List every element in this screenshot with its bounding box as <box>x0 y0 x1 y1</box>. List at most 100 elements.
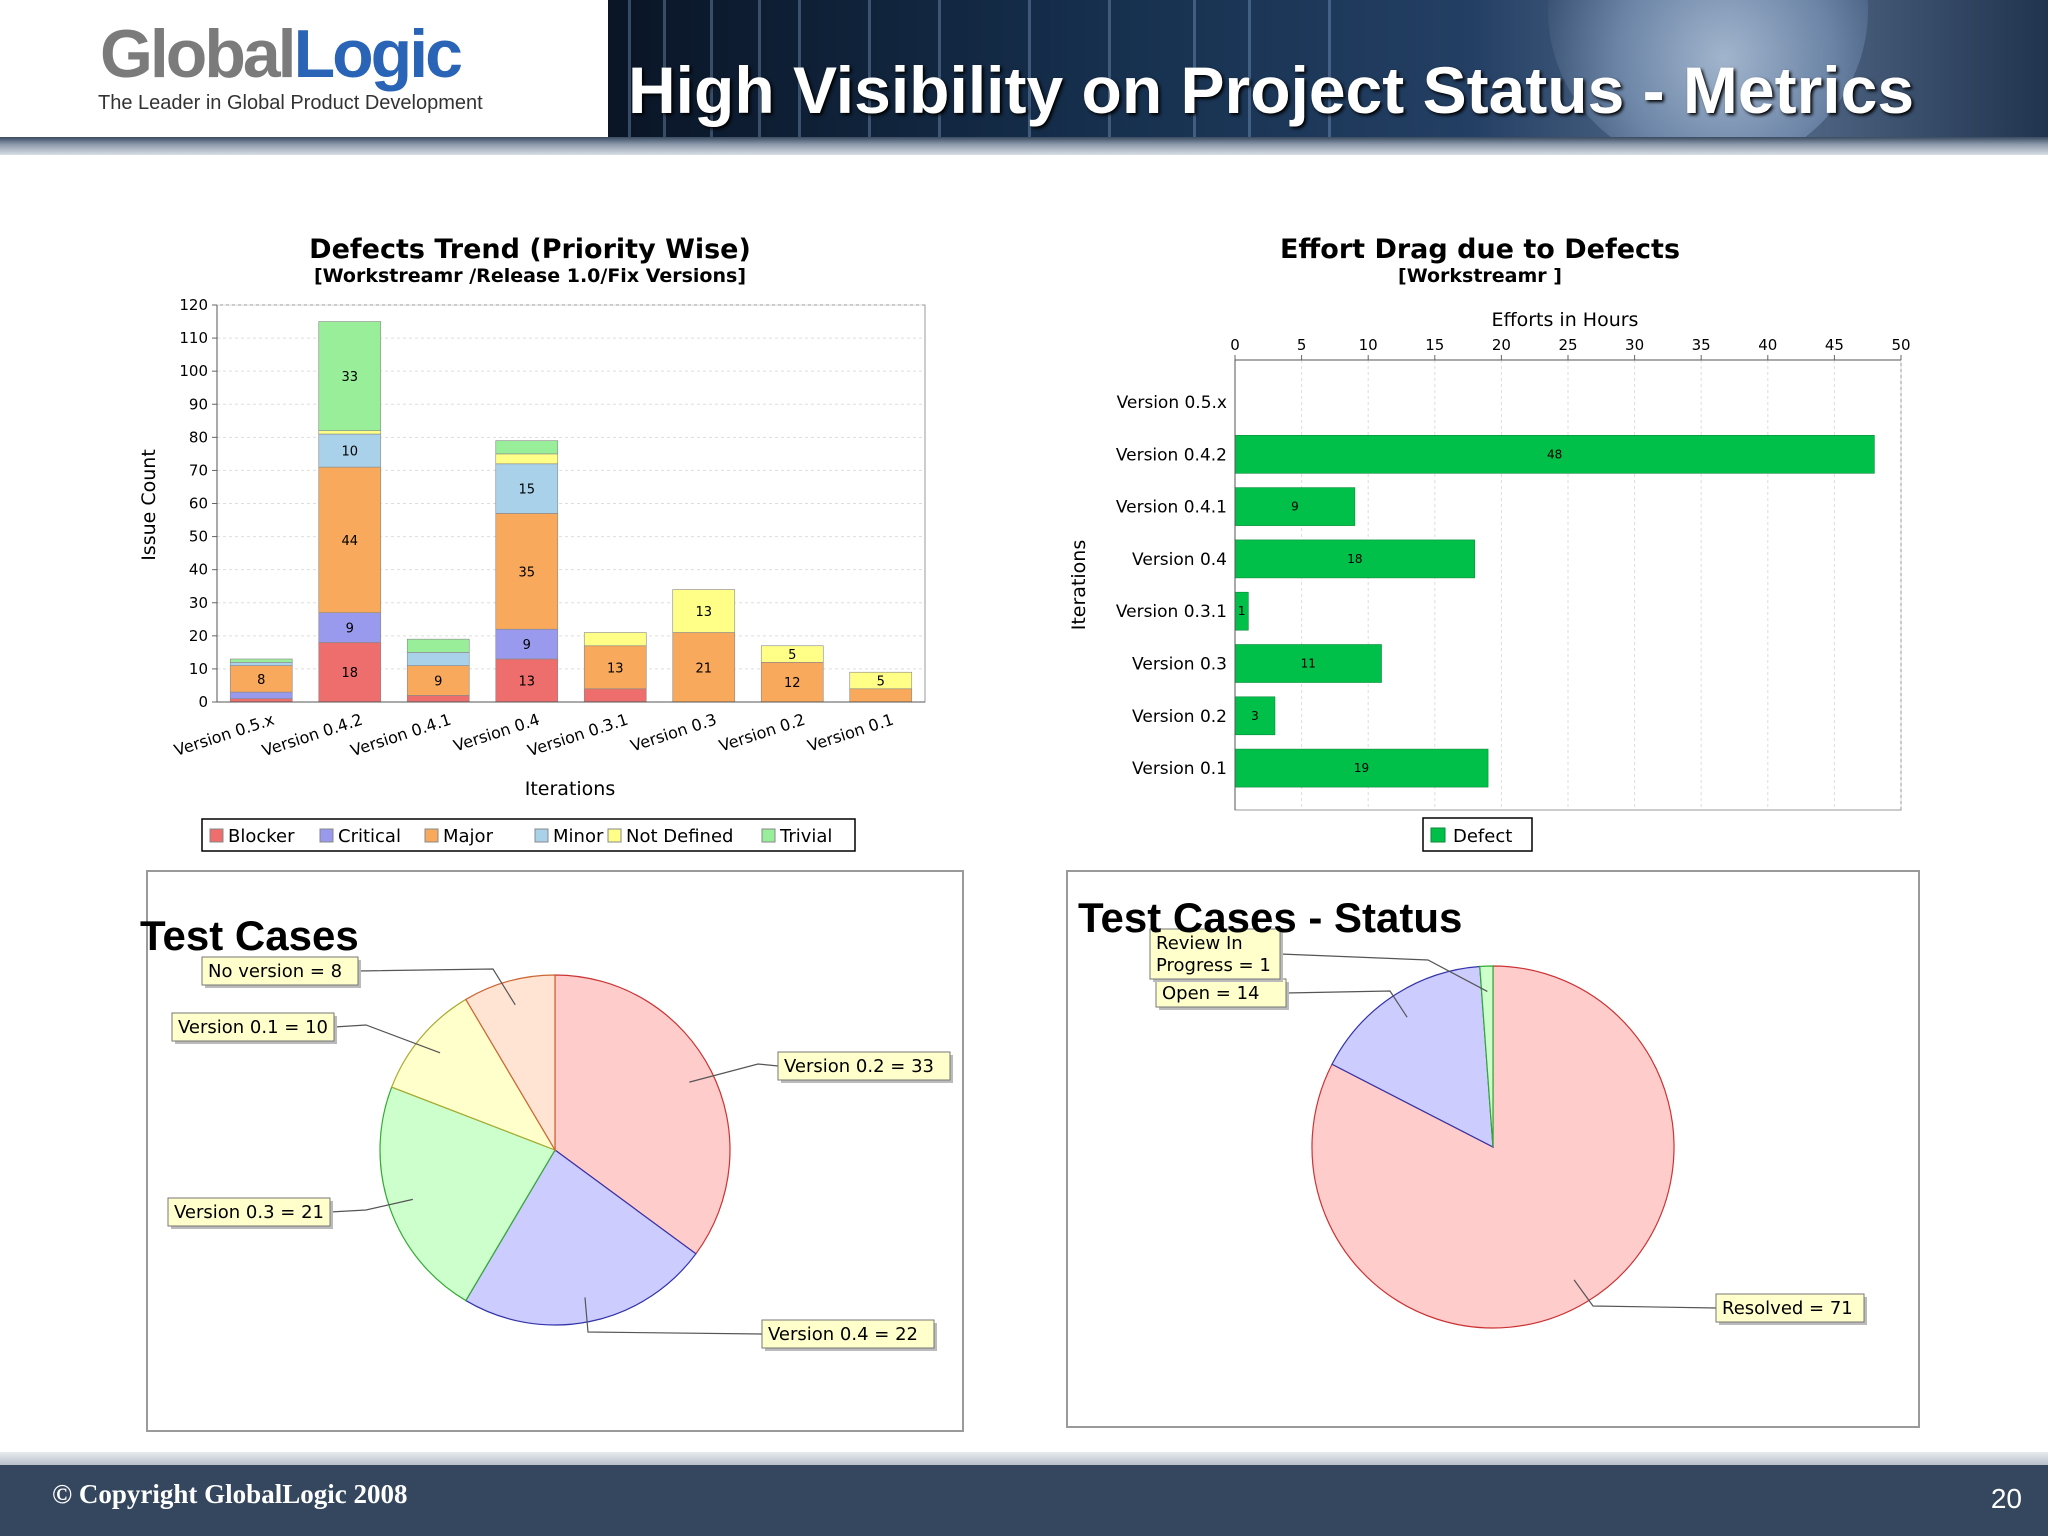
chart-title: Defects Trend (Priority Wise) <box>309 234 751 265</box>
y-tick-label: Version 0.2 <box>1132 707 1227 727</box>
x-tick-label: Version 0.1 <box>805 710 896 756</box>
bar-segment <box>495 453 559 465</box>
bar-segment <box>495 513 559 630</box>
legend-label: Trivial <box>779 826 832 847</box>
bar-segment <box>406 638 470 653</box>
y-tick-label: 0 <box>198 693 208 711</box>
logo: GlobalLogic The Leader in Global Product… <box>0 0 608 137</box>
slice-label: Resolved = 71 <box>1722 1298 1853 1319</box>
bar <box>1234 487 1356 526</box>
x-tick-label: Version 0.5.x <box>172 710 277 760</box>
y-tick-label: 110 <box>179 329 208 347</box>
label-leader <box>333 1024 441 1054</box>
x-tick-label: 10 <box>1359 336 1378 354</box>
y-tick-label: Version 0.1 <box>1132 759 1227 779</box>
data-label: 15 <box>518 483 535 498</box>
y-tick-label: 40 <box>189 561 208 579</box>
data-label: 9 <box>523 638 531 653</box>
pie-slice <box>1479 965 1494 1148</box>
label-leader <box>1279 953 1488 992</box>
y-tick-label: Version 0.4.2 <box>1116 445 1227 465</box>
slice-label-box <box>761 1319 935 1349</box>
slice-label-box <box>777 1051 951 1081</box>
bar-segment <box>229 661 293 666</box>
y-tick-label: 60 <box>189 495 208 513</box>
slide-footer: © Copyright GlobalLogic 2008 20 <box>0 1465 2048 1536</box>
slice-label-box <box>1715 1293 1865 1323</box>
x-tick-label: 40 <box>1758 336 1777 354</box>
legend-swatch <box>607 828 622 843</box>
y-tick-label: 90 <box>189 395 208 413</box>
slice-label: No version = 8 <box>208 961 342 982</box>
legend-swatch <box>761 828 776 843</box>
bar-segment <box>760 645 824 663</box>
effort-drag-chart: Effort Drag due to Defects [Workstreamr … <box>1068 234 1911 852</box>
slice-label-box <box>201 956 359 986</box>
x-tick-label: 25 <box>1558 336 1577 354</box>
label-leader <box>1285 990 1408 1018</box>
y-axis-label: Issue Count <box>138 449 160 561</box>
slice-label-box <box>171 1012 335 1042</box>
legend-swatch <box>424 828 439 843</box>
bar <box>1234 644 1382 683</box>
label-leader <box>584 1297 763 1335</box>
x-tick-label: Version 0.4.2 <box>260 710 365 760</box>
legend-label: Blocker <box>228 826 295 847</box>
x-tick-label: 5 <box>1297 336 1307 354</box>
chart-subtitle: [Workstreamr ] <box>1398 265 1562 287</box>
chart-subtitle: [Workstreamr /Release 1.0/Fix Versions] <box>314 265 746 287</box>
label-leader <box>357 968 516 1006</box>
bar-segment <box>318 466 382 613</box>
data-label: 35 <box>518 565 535 580</box>
data-label: 21 <box>695 661 712 676</box>
test-cases-status-panel: Resolved = 71 Open = 14 Review In Progress … <box>1058 868 1928 1438</box>
slice-label: Version 0.3 = 21 <box>174 1202 324 1223</box>
slice-label: Version 0.1 = 10 <box>178 1017 328 1038</box>
pie-slice <box>390 998 557 1152</box>
label-leader <box>329 1198 413 1213</box>
x-tick-label: Version 0.3 <box>628 710 719 756</box>
data-label: 48 <box>1547 447 1562 461</box>
data-label: 3 <box>1251 709 1259 723</box>
bar-segment <box>583 632 647 647</box>
bar-segment <box>495 463 559 514</box>
pie-slice <box>554 974 731 1255</box>
bar <box>1234 696 1276 736</box>
y-tick-label: 70 <box>189 461 208 479</box>
page-number: 20 <box>1990 1483 2022 1514</box>
y-axis-label: Iterations <box>1068 540 1090 631</box>
footer-divider <box>0 1452 2048 1465</box>
globe-graphic <box>1548 0 1868 137</box>
data-label: 12 <box>784 676 801 691</box>
y-tick-label: Version 0.3.1 <box>1116 602 1227 622</box>
bar-segment <box>406 695 470 703</box>
data-label: 9 <box>434 674 442 689</box>
bar-segment <box>318 430 382 435</box>
legend-label: Defect <box>1453 826 1512 847</box>
test-cases-panel: Version 0.2 = 33 Version 0.4 = 22 Version … <box>138 868 968 1438</box>
legend-swatch <box>1430 827 1446 843</box>
x-tick-label: 50 <box>1891 336 1910 354</box>
data-label: 9 <box>346 622 354 637</box>
y-tick-label: 10 <box>189 660 208 678</box>
header-divider <box>0 137 2048 155</box>
bar-segment <box>583 645 647 690</box>
panel-frame <box>1066 870 1920 1428</box>
y-tick-label: 20 <box>189 627 208 645</box>
data-label: 13 <box>518 674 535 689</box>
bar-segment <box>229 665 293 693</box>
slice-label: Version 0.2 = 33 <box>784 1056 934 1077</box>
slice-label: Review In <box>1156 933 1243 954</box>
slice-label-box <box>1155 978 1287 1008</box>
data-label: 9 <box>1291 500 1299 514</box>
legend-swatch <box>319 828 334 843</box>
x-tick-label: Version 0.4.1 <box>348 710 453 760</box>
bar-segment <box>672 589 736 633</box>
bar-segment <box>495 658 559 703</box>
legend-swatch <box>209 828 224 843</box>
legend-swatch <box>534 828 549 843</box>
data-label: 44 <box>341 534 358 549</box>
chart-title: Effort Drag due to Defects <box>1280 234 1680 265</box>
slide-header: GlobalLogic The Leader in Global Product… <box>0 0 2048 137</box>
test-cases-pie: Version 0.2 = 33 Version 0.4 = 22 Version … <box>167 956 953 1351</box>
